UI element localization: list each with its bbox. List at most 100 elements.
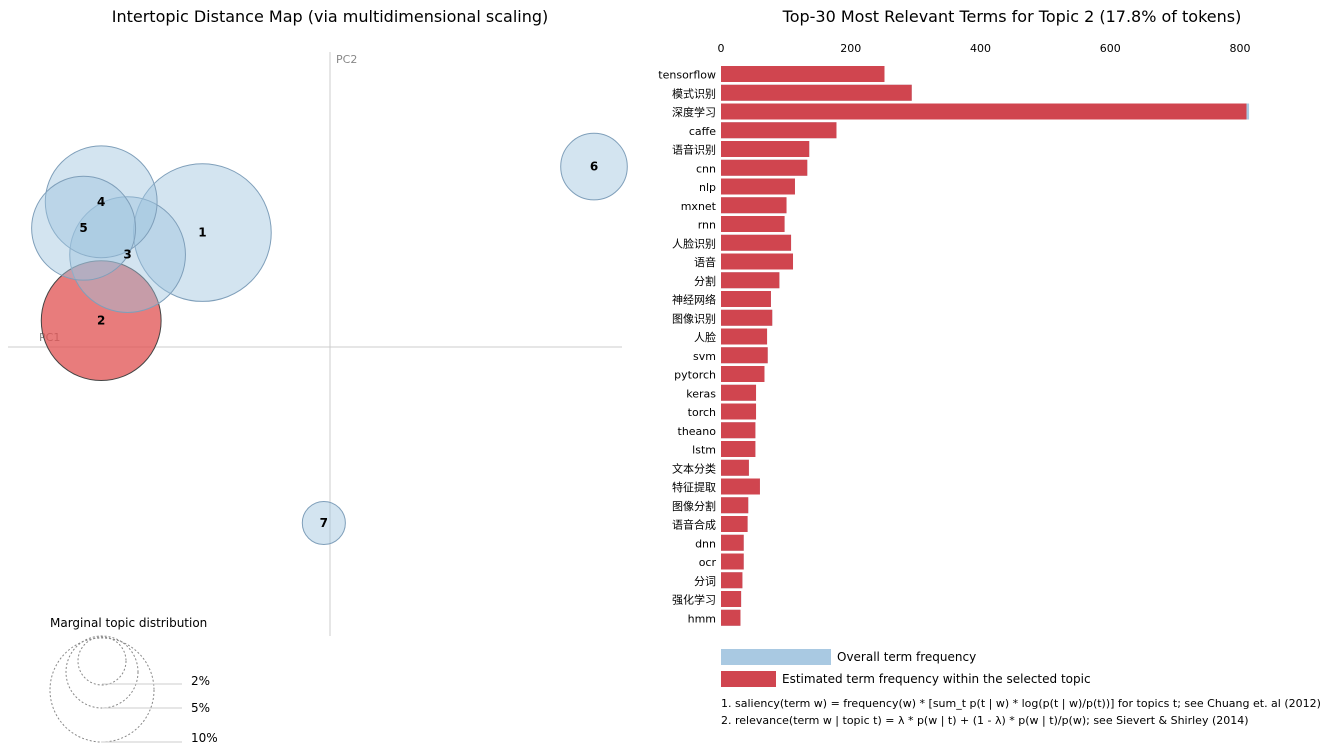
bar-estimated-分词[interactable] [721, 572, 743, 589]
term-label-强化学习[interactable]: 强化学习 [672, 593, 716, 607]
marginal-label-10pct: 10% [191, 731, 218, 745]
x-tick-0: 0 [718, 42, 725, 55]
topic-label-1: 1 [198, 226, 206, 240]
marginal-circle-5pct [65, 635, 139, 709]
bar-estimated-hmm[interactable] [721, 609, 741, 626]
bar-estimated-人脸识别[interactable] [721, 234, 792, 251]
bar-estimated-theano[interactable] [721, 422, 756, 439]
intertopic-distance-map: Intertopic Distance Map (via multidimens… [8, 7, 628, 745]
bar-estimated-人脸[interactable] [721, 328, 768, 345]
term-label-分词[interactable]: 分词 [694, 575, 716, 588]
term-label-tensorflow[interactable]: tensorflow [658, 69, 716, 82]
topic-label-4: 4 [97, 195, 105, 209]
term-label-图像分割[interactable]: 图像分割 [672, 499, 716, 513]
term-label-人脸[interactable]: 人脸 [694, 330, 716, 344]
bar-estimated-lstm[interactable] [721, 441, 756, 457]
term-label-语音合成[interactable]: 语音合成 [672, 518, 716, 532]
topic-bubble-7[interactable] [301, 500, 346, 546]
bar-estimated-图像识别[interactable] [721, 309, 773, 326]
legend-swatch-overall [721, 649, 831, 665]
term-label-特征提取[interactable]: 特征提取 [672, 480, 716, 494]
term-label-hmm[interactable]: hmm [688, 612, 716, 625]
bar-estimated-语音识别[interactable] [721, 141, 810, 157]
topic-bubble-1[interactable] [133, 163, 272, 302]
topic-label-2: 2 [97, 314, 105, 328]
bar-estimated-强化学习[interactable] [721, 591, 742, 607]
term-label-lstm[interactable]: lstm [692, 444, 716, 457]
x-tick-600: 600 [1100, 42, 1121, 55]
bar-estimated-分割[interactable] [721, 272, 780, 289]
term-label-图像识别[interactable]: 图像识别 [672, 312, 716, 325]
legend-swatch-estimated [721, 671, 776, 687]
x-tick-400: 400 [970, 42, 991, 55]
term-label-ocr[interactable]: ocr [699, 556, 717, 569]
term-label-人脸识别[interactable]: 人脸识别 [672, 236, 716, 250]
bar-estimated-tensorflow[interactable] [721, 66, 885, 82]
topic-bubble-2[interactable] [40, 260, 162, 382]
bar-estimated-keras[interactable] [721, 384, 757, 401]
bar-estimated-nlp[interactable] [721, 178, 795, 195]
topic-bubble-3[interactable] [69, 196, 186, 313]
saliency-note: 1. saliency(term w) = frequency(w) * [su… [721, 697, 1321, 710]
term-label-pytorch[interactable]: pytorch [674, 369, 716, 382]
bar-estimated-svm[interactable] [721, 347, 768, 364]
marginal-circle-2pct [77, 636, 127, 686]
map-title: Intertopic Distance Map (via multidimens… [112, 7, 549, 26]
term-label-深度学习[interactable]: 深度学习 [672, 105, 716, 119]
topic-label-3: 3 [123, 248, 131, 262]
topic-label-6: 6 [590, 160, 598, 174]
term-label-nlp[interactable]: nlp [699, 181, 716, 194]
pc2-axis-label: PC2 [336, 53, 357, 66]
bar-estimated-深度学习[interactable] [721, 103, 1247, 120]
topic-bubble-5[interactable] [31, 175, 137, 281]
topic-bubble-4[interactable] [44, 145, 158, 259]
term-label-cnn[interactable]: cnn [696, 162, 716, 175]
bar-estimated-模式识别[interactable] [721, 84, 912, 101]
bar-estimated-语音[interactable] [721, 253, 794, 270]
term-label-分割[interactable]: 分割 [694, 274, 716, 288]
term-label-caffe[interactable]: caffe [689, 125, 716, 138]
term-label-语音识别[interactable]: 语音识别 [672, 143, 716, 157]
term-label-mxnet[interactable]: mxnet [681, 200, 717, 213]
bar-estimated-mxnet[interactable] [721, 197, 787, 214]
bar-estimated-ocr[interactable] [721, 553, 744, 570]
term-label-svm[interactable]: svm [693, 350, 716, 363]
term-bars[interactable] [721, 66, 1250, 626]
topic-bubble-labels: 1 2 3 45 6 7 [79, 160, 598, 530]
bar-estimated-语音合成[interactable] [721, 516, 748, 532]
term-label-模式识别[interactable]: 模式识别 [672, 87, 716, 100]
bar-estimated-rnn[interactable] [721, 216, 785, 232]
term-label-torch[interactable]: torch [688, 406, 716, 419]
x-axis-ticks: 0 200 400 600 800 [718, 42, 1251, 55]
term-label-dnn[interactable]: dnn [695, 537, 716, 550]
topic-label-5: 5 [79, 221, 87, 235]
topic-bubble-6[interactable] [560, 132, 628, 201]
marginal-title: Marginal topic distribution [50, 616, 207, 630]
term-label-theano[interactable]: theano [678, 425, 717, 438]
bar-estimated-神经网络[interactable] [721, 291, 771, 307]
bar-estimated-dnn[interactable] [721, 534, 744, 551]
legend-label-overall: Overall term frequency [837, 650, 976, 664]
bar-estimated-torch[interactable] [721, 403, 757, 420]
term-label-语音[interactable]: 语音 [694, 255, 716, 269]
x-tick-800: 800 [1230, 42, 1251, 55]
bar-estimated-特征提取[interactable] [721, 478, 760, 495]
term-label-keras[interactable]: keras [686, 387, 716, 400]
bar-estimated-文本分类[interactable] [721, 459, 749, 476]
topic-bubbles[interactable] [31, 132, 628, 546]
bar-estimated-cnn[interactable] [721, 159, 808, 176]
topic-label-7: 7 [320, 516, 328, 530]
term-label-rnn[interactable]: rnn [698, 219, 716, 232]
marginal-label-2pct: 2% [191, 674, 210, 688]
bar-estimated-caffe[interactable] [721, 122, 837, 139]
term-label-神经网络[interactable]: 神经网络 [672, 293, 716, 307]
bar-estimated-pytorch[interactable] [721, 366, 765, 382]
term-label-文本分类[interactable]: 文本分类 [672, 461, 716, 475]
bar-chart-title: Top-30 Most Relevant Terms for Topic 2 (… [782, 7, 1242, 26]
legend-label-estimated: Estimated term frequency within the sele… [782, 672, 1091, 686]
relevance-note: 2. relevance(term w | topic t) = λ * p(w… [721, 714, 1249, 727]
marginal-topic-distribution: Marginal topic distribution 2% 5% 10% [49, 616, 218, 745]
bar-estimated-图像分割[interactable] [721, 497, 749, 514]
